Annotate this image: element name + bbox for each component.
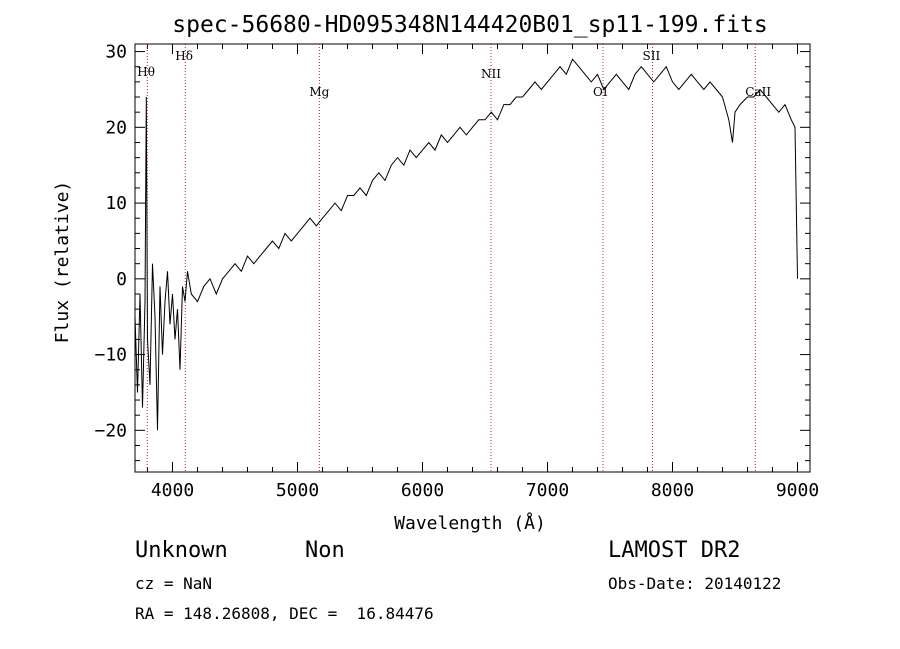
spectral-line-label: NII <box>481 67 501 81</box>
chart-title: spec-56680-HD095348N144420B01_sp11-199.f… <box>172 12 767 38</box>
spectrum-series-line <box>134 58 798 431</box>
class-label: Unknown <box>135 538 228 563</box>
spectral-line-label: Mg <box>309 85 329 99</box>
x-tick-label: 8000 <box>651 480 694 501</box>
y-tick-label: 30 <box>105 42 127 63</box>
spectral-line-label: SII <box>643 49 661 63</box>
cz-label: cz = NaN <box>135 574 213 593</box>
obs-date-label: Obs-Date: 20140122 <box>608 574 782 593</box>
y-tick-label: −20 <box>94 420 127 441</box>
axis-ticks: 4000 5000 6000 7000 8000 9000 −20 −10 0 10 20 30 <box>94 42 819 501</box>
coordinates-label: RA = 148.26808, DEC = 16.84476 <box>135 604 434 623</box>
y-axis-label: Flux (relative) <box>52 181 73 344</box>
x-tick-label: 6000 <box>401 480 444 501</box>
y-tick-label: 0 <box>116 269 127 290</box>
plot-frame <box>134 43 811 473</box>
x-tick-label: 5000 <box>276 480 319 501</box>
y-tick-label: 20 <box>105 117 127 138</box>
survey-label: LAMOST DR2 <box>608 538 741 563</box>
subclass-label: Non <box>305 538 345 563</box>
x-axis-label: Wavelength (Å) <box>394 512 546 534</box>
x-tick-label: 9000 <box>776 480 819 501</box>
x-tick-label: 7000 <box>526 480 569 501</box>
spectral-line-label: Hδ <box>175 49 193 63</box>
y-tick-label: −10 <box>94 345 127 366</box>
spectral-line-label: Hθ <box>137 65 155 79</box>
y-tick-label: 10 <box>105 193 127 214</box>
x-tick-label: 4000 <box>151 480 194 501</box>
